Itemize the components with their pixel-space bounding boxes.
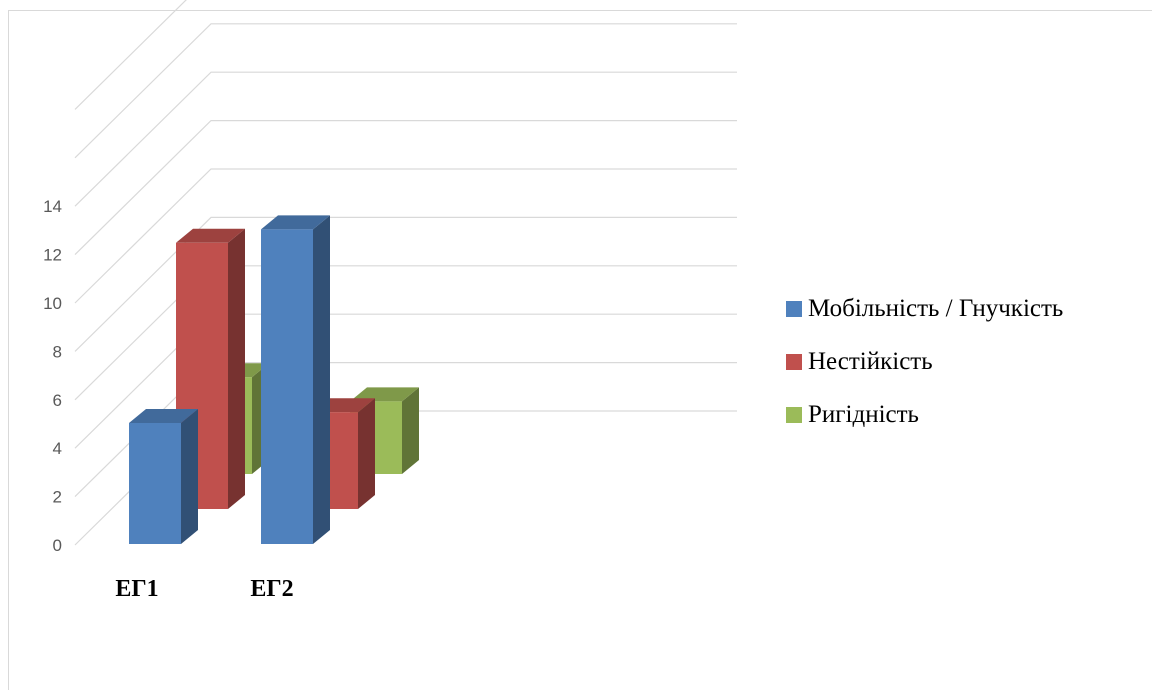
bar-top-face	[129, 409, 198, 423]
legend-label: Мобільність / Гнучкість	[808, 294, 1064, 322]
gridline	[74, 168, 737, 304]
x-category-label: ЕГ2	[250, 576, 293, 602]
y-tick-label: 4	[53, 439, 62, 458]
legend-item-rigidity: Ригідність	[786, 388, 1063, 441]
legend-item-instability: Нестійкість	[786, 335, 1063, 388]
bars	[129, 215, 419, 544]
x-axis-categories: ЕГ1 ЕГ2	[115, 576, 293, 602]
y-tick-label: 0	[53, 536, 62, 555]
legend-swatch	[786, 353, 802, 370]
bar-side-face	[181, 409, 198, 544]
legend: Мобільність / Гнучкість Нестійкість Ригі…	[786, 282, 1063, 441]
y-tick-label: 10	[43, 294, 62, 313]
chart-frame	[8, 10, 1152, 690]
y-tick-label: 2	[53, 488, 62, 507]
y-axis-ticks: 0 2 4 6 8 10 12 14	[43, 197, 62, 555]
bar-side-face	[358, 398, 375, 509]
y-tick-label: 6	[53, 391, 62, 410]
y-tick-label: 8	[53, 342, 62, 361]
legend-label: Ригідність	[808, 400, 919, 428]
bar-top-face	[176, 228, 245, 243]
gridline	[74, 120, 737, 256]
gridline	[74, 71, 737, 207]
chart-area: 0 2 4 6 8 10 12 14 ЕГ1 ЕГ2	[43, 0, 737, 602]
bar-side-face	[402, 387, 419, 474]
bar-side-face	[313, 215, 330, 544]
gridline	[74, 216, 737, 352]
y-tick-label: 14	[43, 197, 62, 216]
bar-top-face	[261, 215, 330, 230]
legend-swatch	[786, 300, 802, 317]
legend-item-mobility: Мобільність / Гнучкість	[786, 282, 1063, 335]
y-tick-label: 12	[43, 246, 62, 265]
bar-top-face	[350, 387, 419, 402]
bar-side-face	[228, 228, 245, 510]
legend-label: Нестійкість	[808, 347, 933, 375]
bar-front-face	[261, 229, 313, 544]
x-category-label: ЕГ1	[115, 576, 158, 602]
bar-Мобільність / Гнучкість-ЕГ1	[129, 409, 198, 544]
bar-Мобільність / Гнучкість-ЕГ2	[261, 215, 330, 544]
gridline	[74, 0, 187, 110]
gridline	[74, 265, 737, 401]
gridline	[74, 23, 737, 159]
legend-swatch	[786, 406, 802, 423]
bar-front-face	[129, 423, 181, 544]
